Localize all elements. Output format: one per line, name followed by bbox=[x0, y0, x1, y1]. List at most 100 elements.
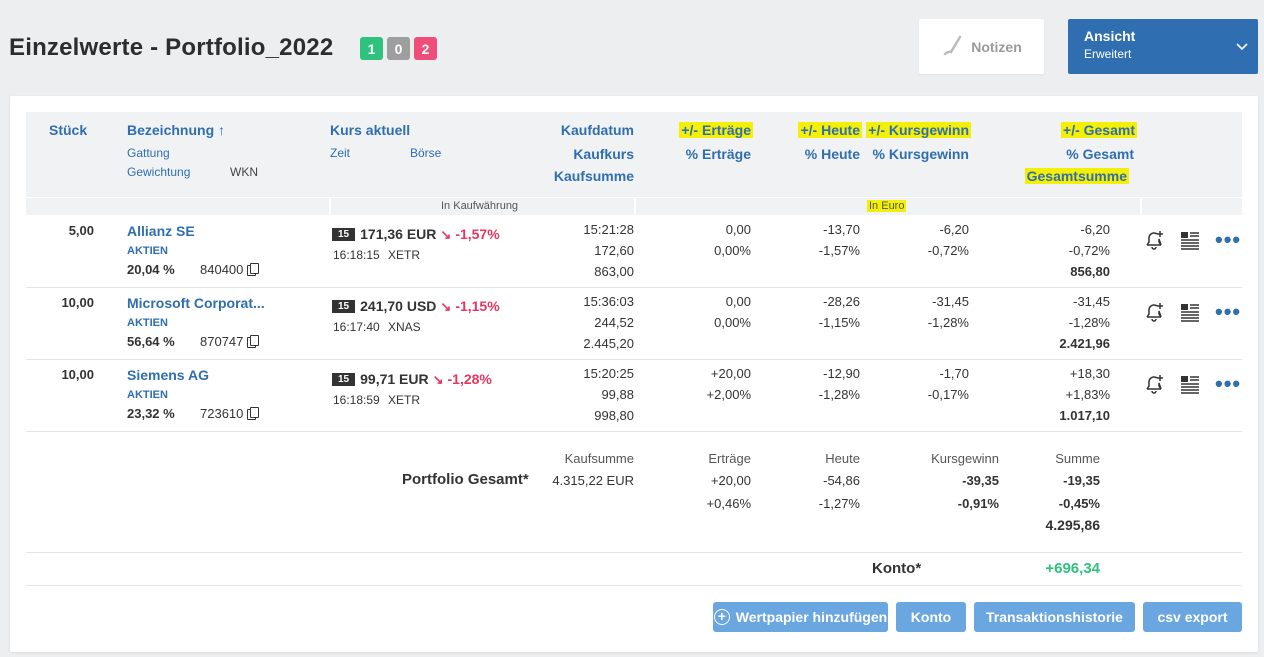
gesamtsumme: 2.421,96 bbox=[1059, 336, 1110, 351]
konto-value: +696,34 bbox=[1045, 560, 1100, 577]
kaufsumme: 998,80 bbox=[594, 408, 634, 423]
gesamt: -31,45 bbox=[1073, 294, 1110, 309]
ertraege: +20,00 bbox=[710, 366, 751, 381]
bell-plus-icon[interactable] bbox=[1143, 373, 1165, 395]
badge-pink[interactable]: 2 bbox=[414, 37, 437, 60]
col-bezeichnung[interactable]: Bezeichnung ↑ bbox=[127, 122, 226, 138]
pct-heute: -1,15% bbox=[818, 315, 860, 330]
security-gattung: AKTIEN bbox=[127, 389, 168, 401]
col-wkn: WKN bbox=[230, 165, 258, 179]
col-gattung[interactable]: Gattung bbox=[127, 146, 170, 160]
kaufkurs: 172,60 bbox=[594, 243, 634, 258]
more-options-icon[interactable]: ••• bbox=[1215, 371, 1242, 396]
kursgewinn: -1,70 bbox=[939, 366, 969, 381]
more-options-icon[interactable]: ••• bbox=[1215, 299, 1242, 324]
price-current: 241,70 USD bbox=[360, 298, 437, 314]
col-pct-heute[interactable]: % Heute bbox=[804, 146, 860, 162]
heute: -28,26 bbox=[823, 294, 860, 309]
pct-heute: -1,28% bbox=[818, 387, 860, 402]
view-dropdown[interactable]: Ansicht Erweitert bbox=[1068, 19, 1258, 74]
security-wkn: 723610 bbox=[200, 406, 244, 421]
security-wkn: 870747 bbox=[200, 334, 244, 349]
bell-plus-icon[interactable] bbox=[1143, 229, 1165, 251]
copy-icon[interactable] bbox=[247, 407, 260, 420]
more-options-icon[interactable]: ••• bbox=[1215, 227, 1242, 252]
col-gesamt[interactable]: +/- Gesamt bbox=[1061, 122, 1137, 138]
col-boerse[interactable]: Börse bbox=[410, 146, 442, 160]
col-gesamtsumme[interactable]: Gesamtsumme bbox=[1024, 168, 1129, 184]
col-heute[interactable]: +/- Heute bbox=[798, 122, 862, 138]
csv-export-button[interactable]: csv export bbox=[1143, 602, 1242, 632]
gesamtsumme: 1.017,10 bbox=[1059, 408, 1110, 423]
sum-ertraege-label: Erträge bbox=[708, 451, 751, 466]
pct-ertraege: +2,00% bbox=[706, 387, 751, 402]
bell-plus-icon[interactable] bbox=[1143, 301, 1165, 323]
view-value: Erweitert bbox=[1084, 47, 1132, 61]
notes-button[interactable]: Notizen bbox=[919, 19, 1044, 74]
konto-button[interactable]: Konto bbox=[896, 602, 966, 632]
copy-icon[interactable] bbox=[247, 263, 260, 276]
pct-kursgewinn: -0,17% bbox=[927, 387, 969, 402]
pct-heute: -1,57% bbox=[818, 243, 860, 258]
copy-icon[interactable] bbox=[247, 335, 260, 348]
security-gattung: AKTIEN bbox=[127, 245, 168, 257]
portfolio-total-label: Portfolio Gesamt* bbox=[402, 471, 529, 488]
security-wkn: 840400 bbox=[200, 262, 244, 277]
add-security-label: Wertpapier hinzufügen bbox=[735, 609, 888, 625]
list-detail-icon[interactable] bbox=[1180, 374, 1200, 394]
col-zeit[interactable]: Zeit bbox=[330, 146, 351, 160]
security-name-link[interactable]: Microsoft Corporat... bbox=[127, 295, 265, 311]
badge-grey[interactable]: 0 bbox=[387, 37, 410, 60]
sum-summe: -19,35 bbox=[1063, 473, 1100, 488]
col-kursgewinn[interactable]: +/- Kursgewinn bbox=[866, 122, 971, 138]
heute: -13,70 bbox=[823, 222, 860, 237]
delay-tag: 15 bbox=[332, 228, 356, 241]
delay-tag: 15 bbox=[332, 300, 356, 313]
col-pct-ertraege[interactable]: % Erträge bbox=[685, 146, 751, 162]
row-stueck: 5,00 bbox=[68, 223, 94, 238]
kaufsumme: 863,00 bbox=[594, 264, 634, 279]
col-ertraege[interactable]: +/- Erträge bbox=[679, 122, 753, 138]
col-stueck[interactable]: Stück bbox=[49, 122, 88, 138]
list-detail-icon[interactable] bbox=[1180, 302, 1200, 322]
gesamt: +18,30 bbox=[1069, 366, 1110, 381]
sum-kaufsumme-label: Kaufsumme bbox=[564, 451, 634, 466]
kaufsumme: 2.445,20 bbox=[583, 336, 634, 351]
gesamtsumme: 856,80 bbox=[1070, 264, 1110, 279]
add-security-button[interactable]: + Wertpapier hinzufügen bbox=[713, 602, 888, 632]
price-exchange: XNAS bbox=[388, 320, 421, 334]
sum-heute-label: Heute bbox=[825, 451, 860, 466]
pct-gesamt: -1,28% bbox=[1068, 315, 1110, 330]
ertraege: 0,00 bbox=[725, 222, 751, 237]
security-name-link[interactable]: Siemens AG bbox=[127, 367, 209, 383]
col-kaufdatum[interactable]: Kaufdatum bbox=[560, 122, 634, 138]
pct-ertraege: 0,00% bbox=[714, 243, 751, 258]
sum-summe-label: Summe bbox=[1055, 451, 1100, 466]
transaction-history-button[interactable]: Transaktionshistorie bbox=[974, 602, 1135, 632]
security-name-link[interactable]: Allianz SE bbox=[127, 223, 195, 239]
list-detail-icon[interactable] bbox=[1180, 230, 1200, 250]
col-kaufsumme[interactable]: Kaufsumme bbox=[553, 168, 634, 184]
price-time: 16:18:15 bbox=[333, 248, 380, 262]
price-change: -1,28% bbox=[447, 371, 492, 387]
col-pct-gesamt[interactable]: % Gesamt bbox=[1066, 146, 1134, 162]
pct-kursgewinn: -1,28% bbox=[927, 315, 969, 330]
sum-pct-kursgewinn: -0,91% bbox=[957, 496, 999, 511]
ertraege: 0,00 bbox=[725, 294, 751, 309]
price-change: -1,15% bbox=[455, 298, 500, 314]
heute: -12,90 bbox=[823, 366, 860, 381]
sum-total: 4.295,86 bbox=[1045, 517, 1101, 533]
col-kaufkurs[interactable]: Kaufkurs bbox=[573, 146, 634, 162]
portfolio-card: Stück Bezeichnung ↑ Gattung Gewichtung W… bbox=[10, 96, 1258, 652]
col-kurs[interactable]: Kurs aktuell bbox=[330, 122, 411, 138]
price-exchange: XETR bbox=[388, 248, 421, 262]
price-exchange: XETR bbox=[388, 393, 421, 407]
price-time: 16:17:40 bbox=[333, 320, 380, 334]
pct-gesamt: +1,83% bbox=[1065, 387, 1110, 402]
col-pct-kursgewinn[interactable]: % Kursgewinn bbox=[872, 146, 969, 162]
security-gewichtung: 23,32 % bbox=[127, 406, 175, 421]
label-in-euro: In Euro bbox=[867, 200, 907, 212]
badge-green[interactable]: 1 bbox=[360, 37, 383, 60]
arrow-down-icon: ↘ bbox=[432, 372, 444, 387]
col-gewichtung[interactable]: Gewichtung bbox=[127, 165, 191, 179]
